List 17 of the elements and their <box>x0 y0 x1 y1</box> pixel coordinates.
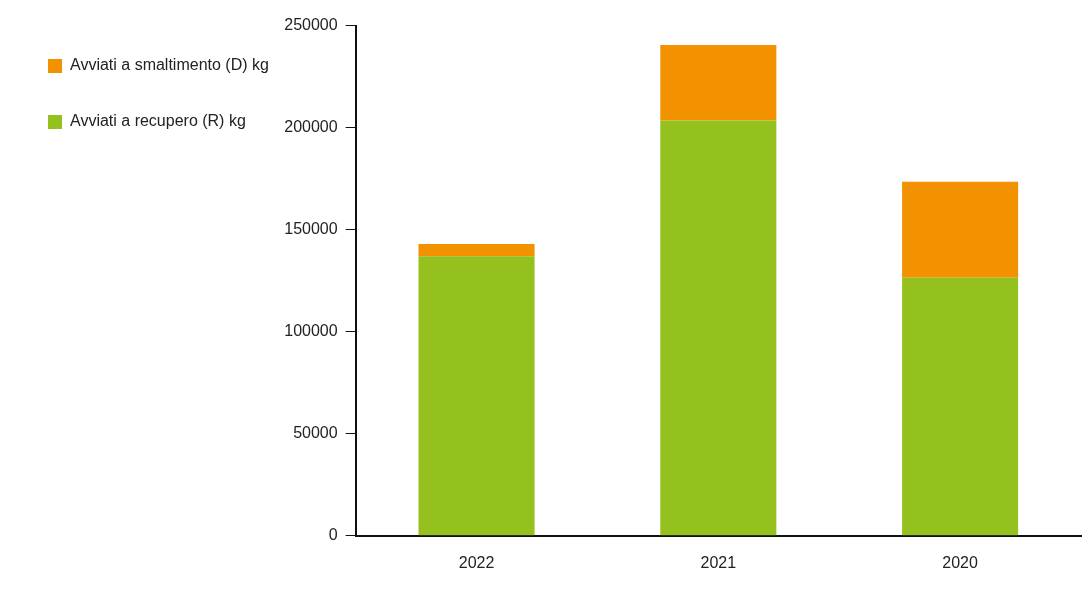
x-tick-label: 2021 <box>700 553 737 571</box>
bar <box>418 243 535 257</box>
y-tick-label: 100000 <box>284 322 338 340</box>
bar <box>902 181 1019 278</box>
legend-label: Avviati a recupero (R) kg <box>70 112 246 130</box>
y-tick-label: 50000 <box>293 424 338 442</box>
legend-label: Avviati a smaltimento (D) kg <box>70 56 269 74</box>
y-tick-label: 250000 <box>284 16 338 34</box>
x-tick-label: 2020 <box>942 553 979 571</box>
bar <box>660 44 777 121</box>
y-tick-label: 150000 <box>284 220 338 238</box>
x-tick-label: 2022 <box>458 553 495 571</box>
y-tick-label: 200000 <box>284 118 338 136</box>
y-tick-label: 0 <box>328 526 338 544</box>
bar <box>902 277 1019 536</box>
bar <box>660 120 777 536</box>
bar <box>418 256 535 536</box>
